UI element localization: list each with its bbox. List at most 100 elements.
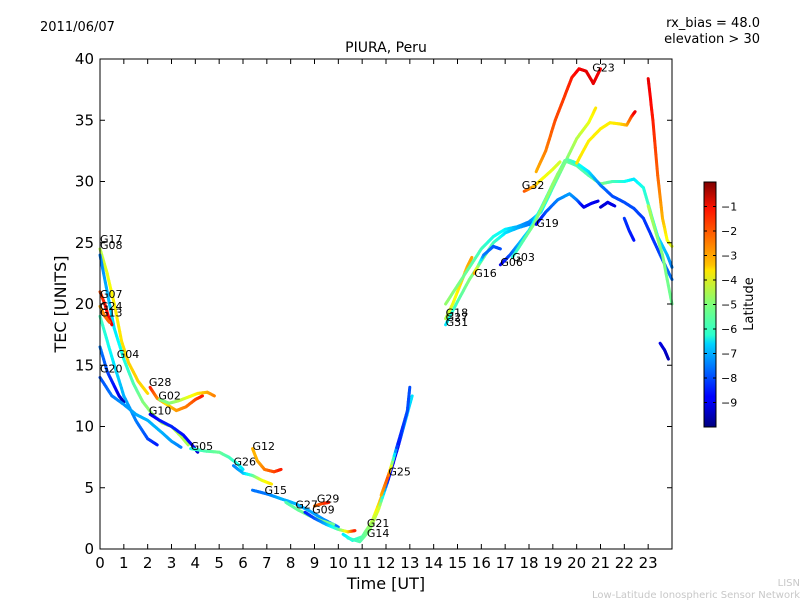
series-trace: [251, 447, 283, 474]
x-tick-label: 19: [543, 554, 562, 572]
trace-segment: [633, 110, 637, 114]
y-tick-label: 35: [75, 111, 94, 129]
trace-segment: [557, 160, 562, 165]
series-trace: [534, 67, 602, 174]
x-tick-label: 3: [167, 554, 177, 572]
series-trace: [522, 160, 562, 193]
trace-segment: [178, 445, 183, 449]
x-tick-label: 1: [119, 554, 129, 572]
series-trace: [98, 247, 150, 395]
satellite-label: G03: [512, 251, 535, 264]
trace-segment: [469, 255, 474, 261]
x-tick-label: 4: [191, 554, 201, 572]
x-tick-label: 20: [567, 554, 586, 572]
satellite-label: G17: [100, 233, 123, 246]
x-tick-label: 16: [472, 554, 491, 572]
satellite-label: G26: [234, 456, 257, 469]
x-tick-label: 17: [496, 554, 515, 572]
trace-segment: [121, 399, 126, 404]
series-trace: [313, 500, 331, 508]
series-trace: [379, 385, 412, 497]
trace-segment: [598, 67, 602, 73]
x-tick-label: 18: [519, 554, 538, 572]
satellite-label: G02: [158, 390, 181, 403]
x-tick-label: 7: [262, 554, 272, 572]
trace-segment: [330, 522, 336, 526]
date-label: 2011/06/07: [40, 20, 115, 35]
colorbar-tick-label: −2: [721, 225, 737, 238]
y-tick-label: 10: [75, 418, 94, 436]
y-axis-label: TEC [UNITS]: [51, 256, 70, 354]
satellite-label: G27: [295, 499, 318, 512]
plot-frame: [99, 58, 673, 550]
satellite-label: G12: [253, 440, 276, 453]
satellite-label: G08: [100, 239, 123, 252]
y-tick-label: 30: [75, 173, 94, 191]
series-trace: [444, 106, 598, 306]
satellite-label: G07: [100, 288, 123, 301]
series-trace: [622, 216, 636, 242]
satellite-label: G19: [536, 217, 559, 230]
y-tick-label: 5: [84, 479, 94, 497]
x-tick-label: 8: [286, 554, 296, 572]
colorbar-tick-label: −4: [721, 274, 737, 287]
trace-segment: [107, 320, 111, 324]
x-tick-label: 13: [400, 554, 419, 572]
satellite-label: G15: [265, 484, 288, 497]
trace-segment: [631, 237, 636, 242]
colorbar-tick-label: −1: [721, 201, 737, 214]
series-trace: [98, 314, 159, 447]
satellite-label: G14: [367, 527, 390, 540]
satellite-label: G31: [446, 316, 469, 329]
x-tick-label: 6: [238, 554, 248, 572]
satellite-label: G28: [149, 376, 172, 389]
series-trace: [472, 244, 502, 275]
series-layer: [98, 67, 674, 544]
series-trace: [575, 110, 637, 165]
series-trace: [98, 345, 126, 404]
satellite-label: G23: [592, 61, 615, 74]
x-tick-label: 5: [214, 554, 224, 572]
series-trace: [646, 204, 674, 306]
x-tick-label: 0: [95, 554, 105, 572]
trace-segment: [185, 442, 190, 447]
satellite-label: G27: [446, 311, 469, 324]
series-trace: [303, 510, 357, 534]
satellite-label: G25: [388, 466, 411, 479]
trace-segment: [212, 393, 216, 398]
colorbar-tick-label: −5: [721, 299, 737, 312]
satellite-label: G20: [100, 363, 123, 376]
x-tick-label: 12: [376, 554, 395, 572]
series-trace: [534, 192, 600, 226]
colorbar-tick-label: −9: [721, 397, 737, 410]
x-tick-label: 23: [639, 554, 658, 572]
y-tick-label: 25: [75, 234, 94, 252]
trace-segment: [240, 467, 245, 471]
series-trace: [158, 390, 216, 405]
satellite-label: G10: [149, 404, 172, 417]
x-tick-label: 22: [615, 554, 634, 572]
series-trace: [232, 464, 274, 486]
series-trace: [599, 200, 617, 209]
satellite-label: G13: [100, 306, 123, 319]
colorbar-tick-label: −3: [721, 250, 737, 263]
trace-segment: [195, 450, 200, 454]
series-trace: [98, 304, 111, 324]
satellite-label: G24: [100, 300, 123, 313]
trace-segment: [593, 106, 598, 112]
x-tick-label: 9: [310, 554, 320, 572]
trace-segment: [409, 394, 414, 401]
colorbar-ticks: −9 −8 −7 −6 −5 −4 −3 −2 −1: [704, 201, 737, 410]
colorbar-label: Latitude: [742, 277, 757, 331]
y-axis: 0 5 10 15 20 25 30 35 40: [75, 50, 672, 558]
footer-org-short: LISN: [778, 578, 800, 589]
y-tick-label: 40: [75, 50, 94, 68]
satellite-label: G09: [312, 504, 335, 517]
series-trace: [658, 341, 670, 361]
series-trace: [189, 447, 245, 471]
rx-bias-label: rx_bias = 48.0: [666, 16, 760, 31]
colorbar-tick-label: −7: [721, 348, 737, 361]
satellite-label: G16: [474, 267, 497, 280]
